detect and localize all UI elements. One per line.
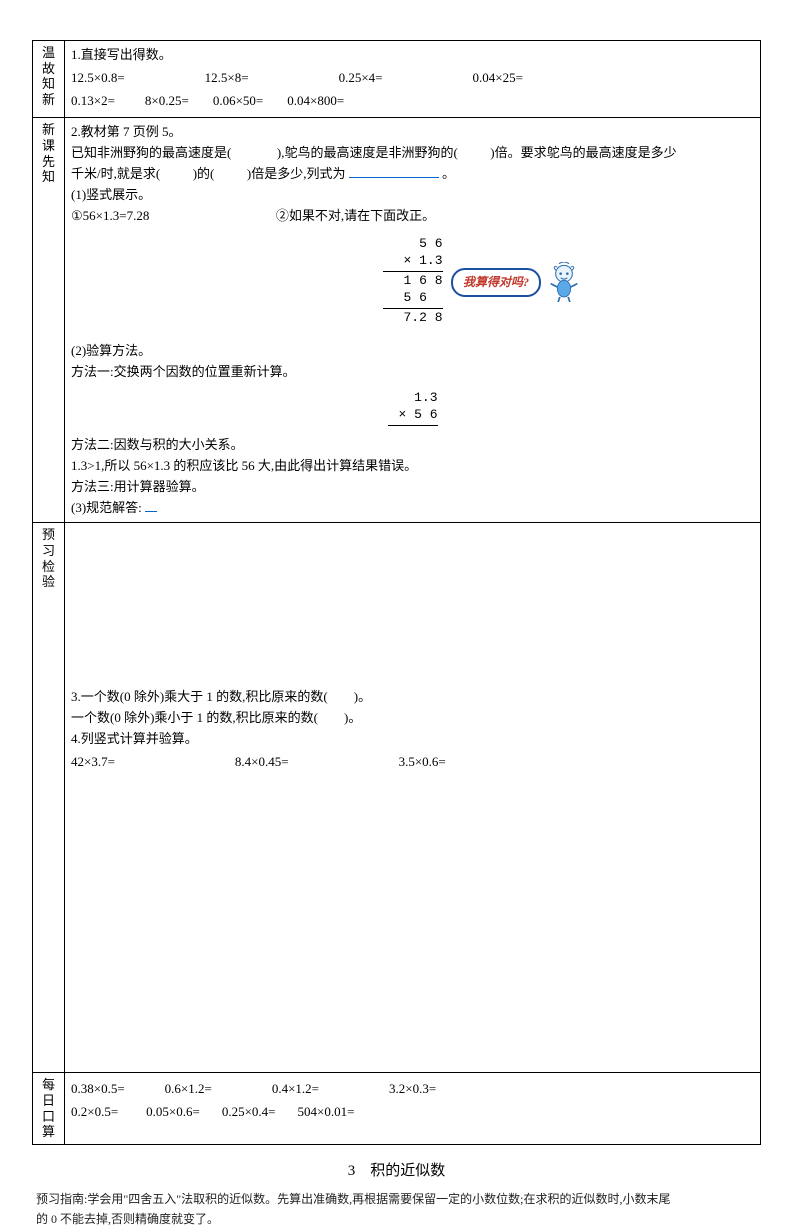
label-text: 预习 (39, 527, 58, 558)
eq-row: 0.13×2= 8×0.25= 0.06×50= 0.04×800= (71, 91, 754, 112)
equation: 8×0.25= (145, 93, 189, 108)
calc-line: 5 6 (383, 236, 443, 253)
section-title: 3 积的近似数 (32, 1159, 761, 1183)
equation: 0.25×4= (339, 70, 383, 85)
vertical-calc-2: 1.3× 5 6 (71, 386, 754, 431)
calc-line: 1 6 8 (383, 273, 443, 290)
equation: 0.2×0.5= (71, 1104, 118, 1119)
text: 千米/时,就是求( (71, 166, 160, 181)
content-yuxi: 3.一个数(0 除外)乘大于 1 的数,积比原来的数( )。 一个数(0 除外)… (65, 523, 761, 1073)
equation: 12.5×8= (205, 70, 249, 85)
line: (2)验算方法。 (71, 341, 754, 362)
calc-line: 5 6 (383, 290, 443, 307)
line: 已知非洲野狗的最高速度是( ),鸵鸟的最高速度是非洲野狗的( )倍。要求鸵鸟的最… (71, 143, 754, 164)
line: (1)竖式展示。 (71, 185, 754, 206)
calc-line: 7.2 8 (383, 310, 443, 327)
fill-blank (145, 499, 157, 512)
label-text: 知新 (39, 76, 58, 107)
line: 1.直接写出得数。 (71, 45, 754, 66)
vertical-calc-1: 5 6× 1.3 1 6 8 5 6 7.2 8 我算得对吗? (71, 232, 754, 330)
line: 千米/时,就是求( )的( )倍是多少,列式为 。 (71, 164, 754, 185)
line: 方法三:用计算器验算。 (71, 477, 754, 498)
text: )倍是多少,列式为 (247, 166, 346, 181)
line: 4.列竖式计算并验算。 (71, 729, 754, 750)
text: ②如果不对,请在下面改正。 (276, 208, 435, 223)
equation: 0.06×50= (213, 93, 263, 108)
label-text: 新课 (39, 122, 58, 153)
equation: 504×0.01= (298, 1104, 355, 1119)
equation: 42×3.7= (71, 754, 115, 769)
equation: 12.5×0.8= (71, 70, 125, 85)
label-meiri: 每日 口算 (33, 1073, 65, 1144)
text: ),鸵鸟的最高速度是非洲野狗的( (277, 145, 458, 160)
label-text: 温故 (39, 45, 58, 76)
equation: 0.04×800= (287, 93, 344, 108)
label-text: 每日 (39, 1077, 58, 1108)
line: 1.3>1,所以 56×1.3 的积应该比 56 大,由此得出计算结果错误。 (71, 456, 754, 477)
mascot-icon (547, 262, 581, 302)
eq-row: 12.5×0.8= 12.5×8= 0.25×4= 0.04×25= (71, 68, 754, 89)
label-wengu: 温故 知新 (33, 41, 65, 118)
line: 方法一:交换两个因数的位置重新计算。 (71, 362, 754, 383)
equation: 0.25×0.4= (222, 1104, 276, 1119)
preview-guide: 预习指南:学会用"四舍五入"法取积的近似数。先算出准确数,再根据需要保留一定的小… (32, 1189, 761, 1230)
content-wengu: 1.直接写出得数。 12.5×0.8= 12.5×8= 0.25×4= 0.04×25… (65, 41, 761, 118)
equation: 0.4×1.2= (272, 1081, 319, 1096)
content-meiri: 0.38×0.5= 0.6×1.2= 0.4×1.2= 3.2×0.3= 0.2×0.… (65, 1073, 761, 1144)
guide-text: 学会用"四舍五入"法取积的近似数。先算出准确数,再根据需要保留一定的小数位数;在… (87, 1192, 670, 1206)
worksheet-table: 温故 知新 1.直接写出得数。 12.5×0.8= 12.5×8= 0.25×4= 0… (32, 40, 761, 1145)
label-xinke: 新课 先知 (33, 118, 65, 523)
blank (461, 145, 487, 160)
eq-row: 0.2×0.5= 0.05×0.6= 0.25×0.4= 504×0.01= (71, 1102, 754, 1123)
text: )倍。要求鸵鸟的最高速度是多少 (490, 145, 676, 160)
line: 3.一个数(0 除外)乘大于 1 的数,积比原来的数( )。 (71, 687, 754, 708)
row-wengu: 温故 知新 1.直接写出得数。 12.5×0.8= 12.5×8= 0.25×4= 0… (33, 41, 761, 118)
calc-line: × 1.3 (383, 253, 443, 270)
text: (3)规范解答: (71, 500, 142, 515)
speech-bubble-group: 我算得对吗? (451, 262, 581, 302)
row-meiri: 每日 口算 0.38×0.5= 0.6×1.2= 0.4×1.2= 3.2×0.3= … (33, 1073, 761, 1144)
equation: 0.05×0.6= (146, 1104, 200, 1119)
row-xinke: 新课 先知 2.教材第 7 页例 5。 已知非洲野狗的最高速度是( ),鸵鸟的最… (33, 118, 761, 523)
line: ①56×1.3=7.28 ②如果不对,请在下面改正。 (71, 206, 754, 227)
label-text: 口算 (39, 1109, 58, 1140)
text: )的( (193, 166, 215, 181)
line: 2.教材第 7 页例 5。 (71, 122, 754, 143)
eq-row: 42×3.7= 8.4×0.45= 3.5×0.6= (71, 752, 754, 773)
eq-row: 0.38×0.5= 0.6×1.2= 0.4×1.2= 3.2×0.3= (71, 1079, 754, 1100)
line: (3)规范解答: (71, 498, 754, 519)
equation: 0.04×25= (473, 70, 523, 85)
text: 。 (442, 166, 455, 181)
equation: 0.38×0.5= (71, 1081, 125, 1096)
text: 已知非洲野狗的最高速度是( (71, 145, 231, 160)
calc-line: 1.3 (388, 390, 438, 407)
equation: 0.13×2= (71, 93, 115, 108)
equation: 3.5×0.6= (399, 754, 446, 769)
guide-label: 预习指南: (36, 1192, 87, 1206)
speech-bubble: 我算得对吗? (451, 268, 541, 297)
label-text: 先知 (39, 154, 58, 185)
equation: 0.6×1.2= (165, 1081, 212, 1096)
guide-text: 的 0 不能去掉,否则精确度就变了。 (36, 1212, 219, 1226)
blank (235, 145, 274, 160)
blank (218, 166, 244, 181)
equation: 8.4×0.45= (235, 754, 289, 769)
content-xinke: 2.教材第 7 页例 5。 已知非洲野狗的最高速度是( ),鸵鸟的最高速度是非洲… (65, 118, 761, 523)
label-text: 检验 (39, 559, 58, 590)
calc-line: × 5 6 (388, 407, 438, 424)
line: 方法二:因数与积的大小关系。 (71, 435, 754, 456)
text: ①56×1.3=7.28 (71, 208, 149, 223)
label-yuxi: 预习 检验 (33, 523, 65, 1073)
equation: 3.2×0.3= (389, 1081, 436, 1096)
blank (163, 166, 189, 181)
fill-blank (349, 165, 439, 178)
line: 一个数(0 除外)乘小于 1 的数,积比原来的数( )。 (71, 708, 754, 729)
row-yuxi: 预习 检验 3.一个数(0 除外)乘大于 1 的数,积比原来的数( )。 一个数… (33, 523, 761, 1073)
